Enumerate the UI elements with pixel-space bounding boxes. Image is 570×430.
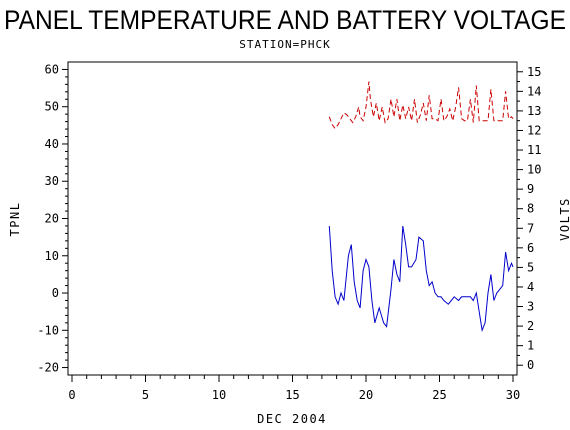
x-tick-label: 25 <box>432 388 446 402</box>
y-axis-left: -20 -10 0 10 20 30 40 50 60 <box>37 62 68 375</box>
y-right-tick-label: 13 <box>527 104 541 118</box>
tpnl-series-line <box>328 225 514 333</box>
y-right-tick-label: 14 <box>527 84 541 98</box>
y-left-tick-label: -20 <box>37 361 59 375</box>
y-axis-right-title: VOLTS <box>558 197 570 241</box>
y-right-tick-label: 15 <box>527 65 541 79</box>
y-left-tick-label: -10 <box>37 323 59 337</box>
y-right-tick-label: 9 <box>527 182 534 196</box>
y-left-tick-label: 10 <box>45 249 59 263</box>
chart-title: PANEL TEMPERATURE AND BATTERY VOLTAGE <box>4 5 566 35</box>
y-right-tick-label: 0 <box>527 358 534 372</box>
y-right-tick-label: 12 <box>527 123 541 137</box>
x-tick-label: 30 <box>506 388 520 402</box>
y-right-tick-label: 4 <box>527 280 534 294</box>
volts-series-line <box>328 81 514 130</box>
x-tick-label: 5 <box>142 388 149 402</box>
y-left-tick-label: 20 <box>45 212 59 226</box>
x-tick-label: 0 <box>68 388 75 402</box>
y-left-tick-label: 60 <box>45 62 59 76</box>
y-left-tick-label: 50 <box>45 100 59 114</box>
y-right-tick-label: 5 <box>527 260 534 274</box>
y-left-tick-label: 40 <box>45 137 59 151</box>
y-left-tick-label: 0 <box>52 286 59 300</box>
y-right-tick-label: 6 <box>527 241 534 255</box>
x-tick-label: 15 <box>285 388 299 402</box>
x-axis-title: DEC 2004 <box>257 412 327 426</box>
y-right-tick-label: 1 <box>527 339 534 353</box>
x-axis: 0 5 10 15 20 25 30 <box>68 375 520 402</box>
series-layer <box>328 81 514 333</box>
y-right-tick-label: 7 <box>527 221 534 235</box>
x-tick-label: 20 <box>359 388 373 402</box>
y-right-tick-label: 11 <box>527 143 541 157</box>
y-right-tick-label: 8 <box>527 202 534 216</box>
y-axis-left-title: TPNL <box>8 202 22 237</box>
y-right-tick-label: 3 <box>527 300 534 314</box>
x-tick-label: 10 <box>212 388 226 402</box>
y-left-tick-label: 30 <box>45 174 59 188</box>
y-right-tick-label: 10 <box>527 163 541 177</box>
y-right-tick-label: 2 <box>527 319 534 333</box>
chart-subtitle: STATION=PHCK <box>239 38 330 51</box>
